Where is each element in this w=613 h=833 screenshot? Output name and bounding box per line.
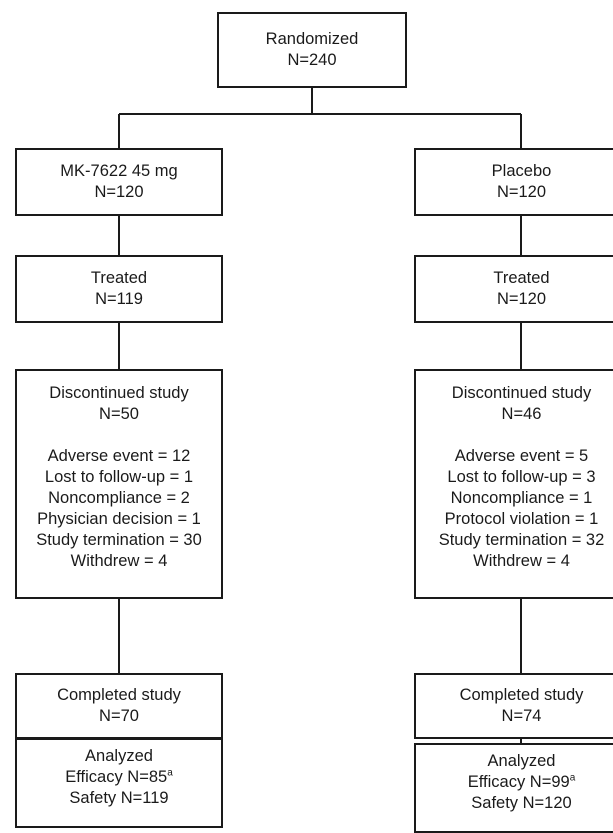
left-analyzed-efficacy: Efficacy N=85 xyxy=(65,768,168,786)
right-discontinued-box: Discontinued study N=46 Adverse event = … xyxy=(414,369,613,599)
left-completed-title: Completed study xyxy=(57,686,181,704)
left-reason: Noncompliance = 2 xyxy=(48,489,190,507)
right-reason: Study termination = 32 xyxy=(438,531,605,549)
left-arm-box: MK-7622 45 mg N=120 xyxy=(15,148,223,216)
right-completed-n: N=74 xyxy=(501,707,542,725)
right-completed-box: Completed study N=74 xyxy=(414,673,613,739)
left-arm-n: N=120 xyxy=(94,183,144,201)
randomized-title: Randomized xyxy=(265,30,359,48)
right-reason: Noncompliance = 1 xyxy=(450,489,593,507)
right-analyzed-title: Analyzed xyxy=(487,752,556,770)
right-completed-title: Completed study xyxy=(459,686,584,704)
right-efficacy-footnote: a xyxy=(569,772,576,784)
left-reason: Lost to follow-up = 1 xyxy=(44,468,194,486)
right-reason: Protocol violation = 1 xyxy=(444,510,599,528)
left-treated-box: Treated N=119 xyxy=(15,255,223,323)
right-arm-box: Placebo N=120 xyxy=(414,148,613,216)
left-reason: Physician decision = 1 xyxy=(37,510,201,528)
left-efficacy-footnote: a xyxy=(167,767,173,779)
right-reason: Adverse event = 5 xyxy=(454,447,589,465)
left-completed-n: N=70 xyxy=(99,707,139,725)
right-discontinued-title: Discontinued study xyxy=(451,384,592,402)
right-discontinued-n: N=46 xyxy=(501,405,542,423)
left-reason: Study termination = 30 xyxy=(36,531,202,549)
left-analyzed-box: Analyzed Efficacy N=85a Safety N=119 xyxy=(15,738,223,828)
randomized-n: N=240 xyxy=(287,51,337,69)
left-reason: Adverse event = 12 xyxy=(47,447,191,465)
randomized-box: Randomized N=240 xyxy=(217,12,407,88)
left-treated-title: Treated xyxy=(90,269,148,287)
right-treated-box: Treated N=120 xyxy=(414,255,613,323)
left-discontinued-n: N=50 xyxy=(99,405,139,423)
right-arm-title: Placebo xyxy=(491,162,552,180)
right-analyzed-safety: Safety N=120 xyxy=(471,794,572,812)
left-treated-n: N=119 xyxy=(95,290,143,308)
left-completed-box: Completed study N=70 xyxy=(15,673,223,739)
right-reason: Lost to follow-up = 3 xyxy=(447,468,596,486)
right-analyzed-efficacy: Efficacy N=99 xyxy=(467,773,570,791)
right-reason: Withdrew = 4 xyxy=(473,552,570,570)
right-treated-n: N=120 xyxy=(496,290,547,308)
right-analyzed-box: Analyzed Efficacy N=99a Safety N=120 xyxy=(414,743,613,833)
left-analyzed-safety: Safety N=119 xyxy=(69,789,169,807)
right-treated-title: Treated xyxy=(493,269,550,287)
left-discontinued-box: Discontinued study N=50 Adverse event = … xyxy=(15,369,223,599)
left-reason: Withdrew = 4 xyxy=(70,552,168,570)
right-arm-n: N=120 xyxy=(496,183,547,201)
left-analyzed-title: Analyzed xyxy=(85,747,153,765)
left-discontinued-title: Discontinued study xyxy=(49,384,189,402)
left-arm-title: MK-7622 45 mg xyxy=(60,162,178,180)
